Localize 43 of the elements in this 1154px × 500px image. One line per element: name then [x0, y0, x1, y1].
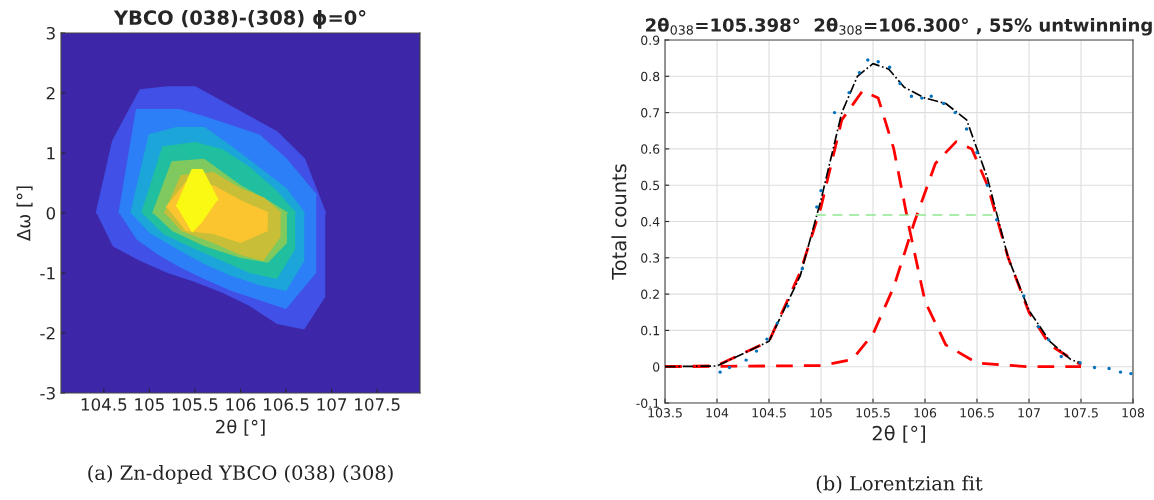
y-tick-label: 0.1 — [641, 325, 659, 336]
x-tick-label: 106 — [914, 408, 937, 418]
y-tick-label: 0.4 — [641, 216, 660, 227]
x-tick-label: 104.5 — [81, 398, 127, 411]
x-tick-label: 105 — [135, 398, 164, 411]
text: (b) Lorentzian fit — [816, 475, 983, 494]
y-tick-label: 0.2 — [641, 289, 659, 300]
y-tick-label: 0 — [46, 206, 56, 220]
y-tick-label: 0.3 — [641, 253, 660, 263]
y-tick-label: -3 — [40, 386, 55, 400]
text: (a) Zn-doped YBCO (038) (308) — [88, 465, 393, 484]
x-tick-label: 108 — [1122, 408, 1145, 418]
x-tick-label: 107 — [317, 398, 347, 411]
x-tick-label: 105.5 — [172, 398, 218, 411]
x-tick-label: 105 — [810, 408, 832, 418]
y-tick-label: -0.1 — [636, 398, 659, 408]
x-tick-label: 104 — [706, 408, 729, 418]
y-tick-label: -2 — [40, 326, 55, 340]
y-tick-label: 0.9 — [641, 35, 660, 45]
x-tick-label: 106.5 — [960, 408, 994, 418]
x-tick-label: 104.5 — [752, 408, 786, 418]
y-tick-label: 0.6 — [641, 144, 660, 154]
x-tick-label: 106.5 — [264, 398, 309, 411]
x-axis-title: 2θ [°] — [216, 419, 265, 436]
x-tick-label: 107 — [1018, 408, 1040, 418]
y-tick-label: 0.7 — [641, 108, 660, 118]
y-tick-label: 0.8 — [641, 71, 660, 82]
x-axis-title: 2θ [°] — [872, 425, 925, 443]
y-tick-label: 0.5 — [641, 180, 660, 191]
y-axis-title: Δω [°] — [16, 186, 33, 242]
y-tick-label: 1 — [47, 147, 55, 160]
x-tick-label: 105.5 — [856, 408, 890, 418]
y-tick-label: -1 — [40, 267, 55, 280]
x-tick-label: 103.5 — [648, 408, 682, 418]
y-tick-label: 0 — [653, 362, 660, 372]
y-axis-title: Total counts — [611, 164, 627, 280]
chart-title: 2θ$_{038}$=105.398° 2θ$_{308}$=106.300° , 55% untwinning — [646, 17, 1152, 36]
x-tick-label: 107.5 — [355, 398, 400, 411]
y-tick-label: 2 — [46, 86, 55, 100]
x-tick-label: 106 — [226, 398, 256, 411]
y-tick-label: 3 — [46, 26, 55, 40]
chart-title: YBCO (038)-(308) ϕ=0° — [113, 9, 366, 29]
x-tick-label: 107.5 — [1064, 408, 1098, 418]
